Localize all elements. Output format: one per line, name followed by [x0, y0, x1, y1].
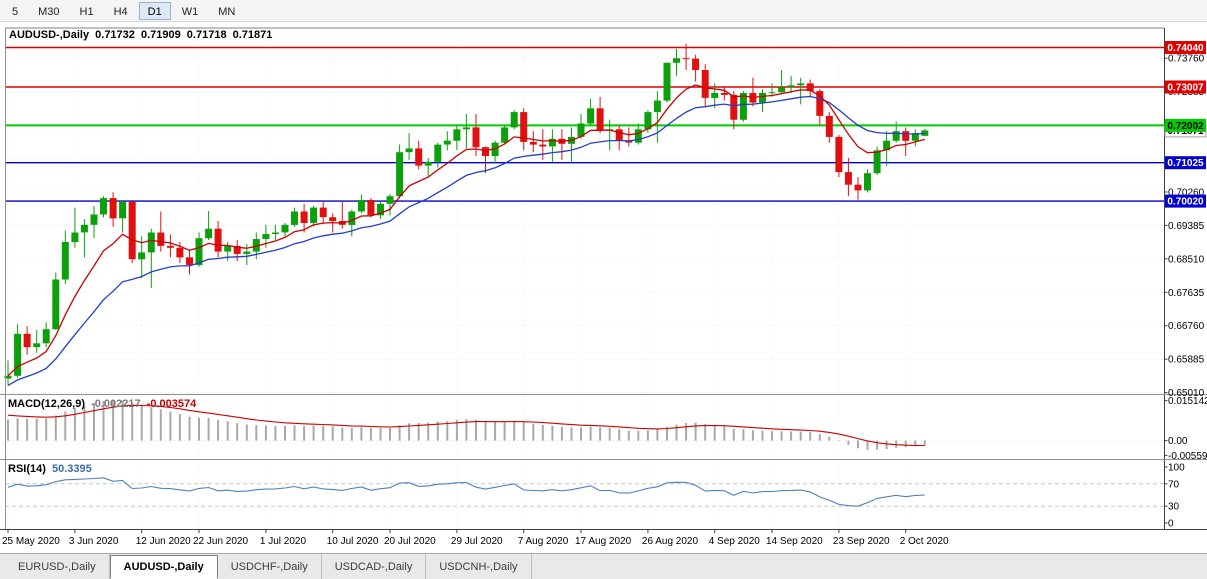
rsi-indicator-label: RSI(14) 50.3395	[8, 463, 95, 475]
svg-text:2 Oct 2020: 2 Oct 2020	[900, 536, 949, 547]
svg-text:12 Jun 2020: 12 Jun 2020	[136, 536, 191, 547]
svg-text:0.65010: 0.65010	[1168, 388, 1205, 399]
rsi-name: RSI(14)	[8, 463, 46, 475]
timeframe-toolbar: 5 M30 H1 H4 D1 W1 MN	[0, 0, 1207, 22]
macd-name: MACD(12,26,9)	[8, 398, 86, 410]
svg-text:0.66760: 0.66760	[1168, 321, 1205, 332]
rsi-current-value: 50.3395	[51, 463, 92, 475]
svg-text:100: 100	[1168, 463, 1185, 474]
ohlc-high: 0.71909	[140, 29, 181, 41]
ohlc-low: 0.71718	[186, 29, 227, 41]
price-axis[interactable]: 0.737600.728850.702600.693850.685100.676…	[1164, 41, 1207, 399]
svg-text:0.72002: 0.72002	[1167, 121, 1204, 132]
ohlc-open: 0.71732	[95, 29, 135, 41]
ohlc-title: AUDUSD-,Daily 0.71732 0.71909 0.71718 0.…	[9, 29, 275, 41]
tab-usdchf-daily[interactable]: USDCHF-,Daily	[218, 554, 322, 579]
rsi-pane	[5, 477, 1164, 507]
indicator-axes: 0.015142 0.00 -0.005590100 70 30 0	[1164, 396, 1207, 530]
date-axis[interactable]: 25 May 2020 3 Jun 2020 12 Jun 2020 22 Jun 2…	[2, 529, 949, 548]
timeframe-button-m30[interactable]: M30	[38, 5, 60, 18]
svg-text:26 Aug 2020: 26 Aug 2020	[642, 536, 699, 547]
svg-text:1 Jul 2020: 1 Jul 2020	[260, 536, 307, 547]
svg-text:0.73760: 0.73760	[1168, 54, 1205, 65]
timeframe-button-mn[interactable]: MN	[218, 5, 236, 18]
svg-text:0.70260: 0.70260	[1168, 188, 1205, 199]
svg-text:3 Jun 2020: 3 Jun 2020	[69, 536, 119, 547]
timeframe-button-w1[interactable]: W1	[181, 5, 199, 18]
chart-panel[interactable]: 0.737600.728850.702600.693850.685100.676…	[0, 22, 1207, 553]
svg-text:70: 70	[1168, 479, 1180, 490]
tab-audusd-daily[interactable]: AUDUSD-,Daily	[109, 555, 218, 579]
chart-tabs: EURUSD-,Daily AUDUSD-,Daily USDCHF-,Daily U…	[0, 553, 1207, 579]
macd-signal-line	[7, 404, 925, 447]
svg-text:0.74040: 0.74040	[1167, 43, 1204, 54]
svg-text:20 Jul 2020: 20 Jul 2020	[384, 536, 436, 547]
price-level-badge	[1165, 194, 1206, 208]
ma-slow-line	[7, 95, 925, 386]
price-level-badge	[1165, 80, 1206, 94]
moving-averages	[7, 84, 925, 386]
timeframe-button-h4[interactable]: H4	[113, 5, 128, 18]
svg-text:25 May 2020: 25 May 2020	[2, 536, 60, 547]
svg-text:4 Sep 2020: 4 Sep 2020	[709, 536, 761, 547]
svg-text:17 Aug 2020: 17 Aug 2020	[575, 536, 632, 547]
svg-text:7 Aug 2020: 7 Aug 2020	[518, 536, 569, 547]
macd-signal-value: -0.003574	[146, 398, 197, 410]
chart-symbol: AUDUSD-,Daily	[9, 29, 90, 41]
price-level-badge	[1165, 118, 1206, 132]
rsi-line	[7, 477, 925, 507]
tabbar-filler	[532, 554, 1207, 579]
svg-text:0.70020: 0.70020	[1167, 197, 1204, 208]
svg-text:29 Jul 2020: 29 Jul 2020	[451, 536, 503, 547]
svg-text:0.015142: 0.015142	[1168, 396, 1207, 407]
svg-text:10 Jul 2020: 10 Jul 2020	[327, 536, 379, 547]
price-level-badge	[1165, 156, 1206, 170]
timeframe-button-d1[interactable]: D1	[138, 1, 171, 20]
chart-canvas[interactable]: 0.737600.728850.702600.693850.685100.676…	[0, 22, 1207, 553]
svg-text:0.68510: 0.68510	[1168, 254, 1205, 265]
tab-usdcad-daily[interactable]: USDCAD-,Daily	[322, 554, 427, 579]
macd-main-value: -0.002217	[91, 398, 141, 410]
svg-text:30: 30	[1168, 502, 1180, 513]
macd-indicator-label: MACD(12,26,9) -0.002217 -0.003574	[8, 398, 199, 410]
svg-text:0.65885: 0.65885	[1168, 355, 1205, 366]
price-level-badge	[1165, 41, 1206, 54]
ma-fast-line	[7, 84, 925, 377]
macd-pane	[5, 400, 1164, 450]
svg-text:0.71025: 0.71025	[1167, 158, 1204, 169]
svg-text:0.67635: 0.67635	[1168, 288, 1205, 299]
svg-text:0.73007: 0.73007	[1167, 83, 1204, 94]
svg-text:0.69385: 0.69385	[1168, 221, 1205, 232]
svg-text:22 Jun 2020: 22 Jun 2020	[193, 536, 248, 547]
tab-usdcnh-daily[interactable]: USDCNH-,Daily	[426, 554, 532, 579]
ohlc-close: 0.71871	[232, 29, 273, 41]
svg-text:23 Sep 2020: 23 Sep 2020	[833, 536, 890, 547]
svg-text:14 Sep 2020: 14 Sep 2020	[766, 536, 823, 547]
timeframe-button-5[interactable]: 5	[12, 5, 19, 18]
pane-borders	[0, 27, 1207, 530]
timeframe-button-h1[interactable]: H1	[79, 5, 94, 18]
tab-eurusd-daily[interactable]: EURUSD-,Daily	[5, 554, 110, 579]
svg-text:-0.005590: -0.005590	[1168, 451, 1207, 462]
svg-text:0.00: 0.00	[1168, 436, 1188, 447]
svg-text:0: 0	[1168, 519, 1174, 530]
